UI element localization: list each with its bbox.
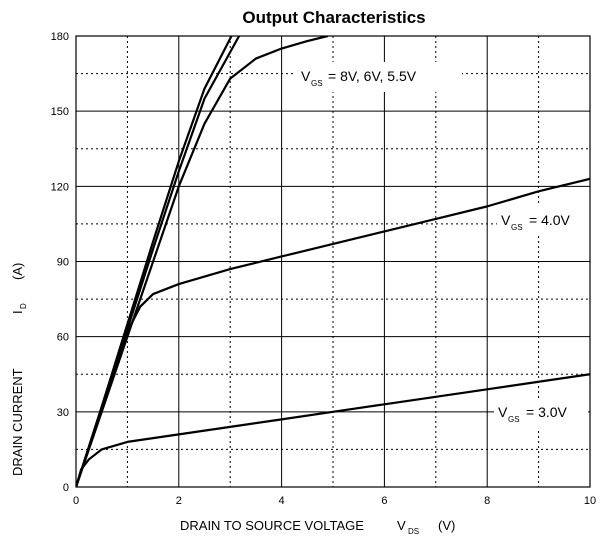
annotation-vgs-high-sub: GS bbox=[311, 79, 323, 88]
curves bbox=[76, 36, 590, 487]
x-axis-symbol: V bbox=[397, 518, 406, 533]
x-tick-label: 2 bbox=[176, 495, 182, 507]
annotation-vgs-3-value: = 3.0V bbox=[526, 404, 568, 420]
x-axis-label: DRAIN TO SOURCE VOLTAGE bbox=[180, 518, 364, 533]
x-tick-label: 4 bbox=[279, 495, 285, 507]
y-axis-unit: (A) bbox=[10, 263, 25, 280]
series-line-vgs-4_0V bbox=[76, 177, 590, 487]
series-line-vgs-5_5V bbox=[76, 36, 329, 487]
annotation-vgs-high-bg bbox=[296, 62, 462, 92]
y-axis-label: DRAIN CURRENT I D (A) bbox=[10, 263, 28, 476]
y-tick-label: 0 bbox=[63, 482, 69, 494]
y-axis-label-text: DRAIN CURRENT bbox=[10, 368, 25, 476]
y-tick-label: 180 bbox=[51, 31, 69, 43]
x-tick-label: 6 bbox=[381, 495, 387, 507]
y-tick-label: 60 bbox=[57, 332, 69, 344]
annotation-vgs-4-bg bbox=[497, 206, 589, 236]
x-tick-label: 10 bbox=[584, 495, 596, 507]
x-tick-label: 0 bbox=[73, 495, 79, 507]
annotation-vgs-high: V GS = 8V, 6V, 5.5V bbox=[296, 62, 462, 92]
x-axis-symbol-sub: DS bbox=[408, 527, 419, 536]
annotation-vgs-4-main: V bbox=[501, 212, 511, 228]
series-line-vgs-6V bbox=[76, 36, 241, 487]
y-tick-labels: 0 30 60 90 120 150 180 bbox=[51, 31, 69, 494]
y-tick-label: 120 bbox=[51, 181, 69, 193]
annotation-vgs-3-sub: GS bbox=[508, 415, 520, 424]
y-tick-label: 30 bbox=[57, 407, 69, 419]
x-tick-labels: 0 2 4 6 8 10 bbox=[73, 495, 596, 507]
annotation-vgs-high-value: = 8V, 6V, 5.5V bbox=[328, 68, 417, 84]
annotation-vgs-3-bg bbox=[494, 398, 588, 428]
y-tick-label: 90 bbox=[57, 257, 69, 269]
annotation-vgs-4-value: = 4.0V bbox=[529, 212, 571, 228]
annotation-vgs-3: V GS = 3.0V bbox=[494, 398, 588, 428]
y-axis-symbol-sub: D bbox=[19, 303, 28, 309]
chart-title: Output Characteristics bbox=[242, 8, 425, 27]
annotation-vgs-3-main: V bbox=[498, 404, 508, 420]
annotation-vgs-high-main: V bbox=[301, 68, 311, 84]
x-axis-unit: (V) bbox=[438, 518, 455, 533]
series-line-vgs-3_0V bbox=[76, 373, 590, 487]
plot-area-frame bbox=[75, 35, 591, 488]
x-tick-label: 8 bbox=[484, 495, 490, 507]
x-axis-label-text: DRAIN TO SOURCE VOLTAGE bbox=[180, 518, 364, 533]
x-axis-symbol-main: V bbox=[397, 518, 406, 533]
y-tick-label: 150 bbox=[51, 106, 69, 118]
annotation-vgs-4-sub: GS bbox=[511, 223, 523, 232]
annotation-vgs-4: V GS = 4.0V bbox=[497, 206, 589, 236]
y-axis-symbol-main: I bbox=[10, 310, 25, 314]
